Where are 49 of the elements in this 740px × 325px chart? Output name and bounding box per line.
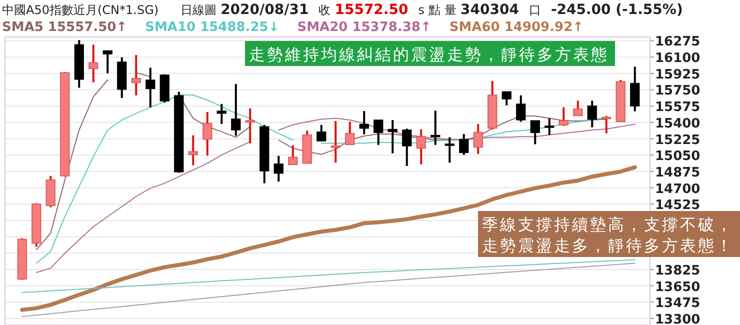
candlestick [202, 110, 212, 157]
candlestick [102, 50, 112, 74]
candlestick [530, 120, 540, 146]
y-tick-label: 15050 [655, 149, 700, 164]
candlestick [231, 83, 241, 137]
candlestick [245, 107, 255, 144]
candlestick [288, 144, 298, 166]
y-tick-label: 15575 [655, 100, 700, 116]
y-tick-label: 15925 [655, 67, 700, 82]
candlestick [216, 103, 226, 126]
candlestick [630, 66, 640, 112]
y-tick-label: 15225 [655, 132, 700, 148]
y-tick-label: 15400 [655, 116, 700, 132]
candlestick [388, 118, 398, 154]
candlestick [502, 90, 512, 106]
candlestick [544, 117, 554, 136]
candlestick [330, 120, 340, 164]
y-tick-label: 14700 [655, 182, 700, 197]
y-tick-label: 13825 [655, 263, 700, 278]
y-tick-label: 14875 [655, 165, 700, 180]
candlestick [444, 136, 454, 164]
candlestick [88, 44, 98, 84]
candlestick [345, 120, 355, 146]
candlestick [459, 132, 469, 156]
candlestick [188, 134, 198, 166]
annotation: 走勢維持均線糾結的震盪走勢，靜待多方表態 [249, 45, 609, 64]
candlestick [558, 106, 568, 127]
y-tick-label: 14525 [655, 198, 700, 214]
header: 中國A50指數近月(CN*1.SG) 日線圖 2020/08/31 收 15572.50 s 點 量 340304 口 -245.00 (-1.55%) [2, 2, 683, 18]
legend: SMA5 15557.50↑ SMA10 15488.25↓ SMA20 15378.38↑ SMA60 14909.92↑ [2, 20, 584, 35]
candlestick [402, 128, 412, 167]
y-tick-label: 15750 [655, 84, 700, 99]
candlestick [316, 124, 326, 142]
candlestick [587, 100, 597, 128]
annotation: 季線支撐持續墊高，支撐不破，走勢震盪走多，靜待多方表態！ [482, 215, 734, 255]
candlestick [274, 154, 284, 183]
candlestick [516, 94, 526, 123]
candlestick [146, 66, 156, 108]
candlestick [416, 128, 426, 166]
candlestick [573, 100, 583, 117]
candlestick [131, 54, 141, 96]
candlestick [359, 110, 369, 136]
candlestick [473, 123, 483, 155]
y-tick-label: 16275 [655, 34, 700, 50]
y-tick-label: 13650 [655, 280, 700, 295]
candlestick [374, 118, 384, 146]
y-tick-label: 13300 [655, 312, 700, 325]
y-tick-label: 13475 [655, 296, 700, 312]
y-tick-label: 16100 [655, 51, 700, 66]
